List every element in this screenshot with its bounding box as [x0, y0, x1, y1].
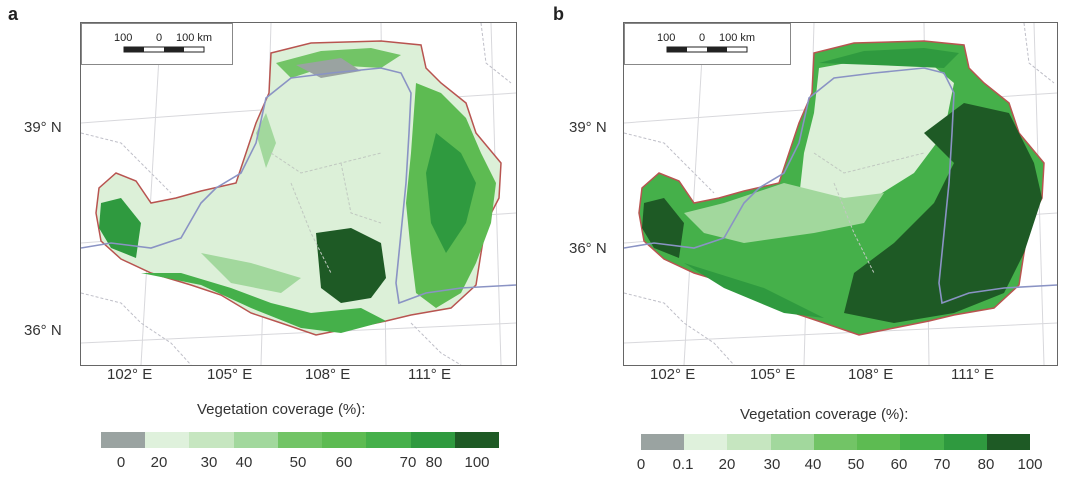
- lat-label-39-b: 39° N: [569, 119, 607, 136]
- panel-b-letter: b: [553, 4, 564, 24]
- legend-swatch: [189, 432, 234, 448]
- scale-right-label: 100 km: [719, 32, 756, 44]
- legend-tick-label: 70: [933, 456, 951, 473]
- panel-a-letter: a: [8, 4, 19, 24]
- legend-tick-label: 0: [116, 454, 126, 471]
- scale-bar-b: 100 0 100 km: [624, 23, 791, 65]
- map-a-svg: [81, 23, 516, 365]
- legend-swatch: [101, 432, 146, 448]
- legend-swatch: [900, 434, 944, 450]
- admin-boundaries-a: [81, 23, 512, 365]
- legend-tick-label: 0: [636, 456, 646, 473]
- legend-tick-label: 50: [847, 456, 865, 473]
- map-frame-b: 100 0 100 km: [623, 22, 1058, 366]
- legend-tick-label: 0.1: [672, 456, 694, 473]
- river-b: [624, 67, 1057, 305]
- lat-label-36-a: 36° N: [24, 322, 62, 339]
- lon-label-111-b: 111° E: [951, 366, 994, 383]
- legend-swatch: [986, 434, 1030, 450]
- legend-tick-label: 40: [235, 454, 253, 471]
- legend-tick-label: 30: [763, 456, 781, 473]
- lat-label-36-b: 36° N: [569, 240, 607, 257]
- legend-tick-label: 70: [399, 454, 417, 471]
- scale-bar-graphic: [666, 46, 748, 53]
- legend-tick-label: 100: [464, 454, 490, 471]
- inner-boundaries-a: [270, 152, 382, 274]
- lon-label-111-a: 111° E: [408, 366, 451, 383]
- lon-label-102-a: 102° E: [107, 366, 153, 383]
- lat-label-39-a: 39° N: [24, 119, 62, 136]
- lon-label-105-b: 105° E: [750, 366, 796, 383]
- scale-left-label: 100: [114, 32, 133, 44]
- legend-tick-label: 80: [977, 456, 995, 473]
- vegetation-patches-b: [642, 48, 1042, 323]
- legend-tick-label: 80: [425, 454, 443, 471]
- inner-boundaries-b: [813, 152, 925, 274]
- legend-tick-label: 60: [890, 456, 908, 473]
- legend-tick-label: 60: [335, 454, 353, 471]
- legend-swatch: [684, 434, 728, 450]
- legend-tick-label: 30: [200, 454, 218, 471]
- legend-swatch: [943, 434, 987, 450]
- legend-swatch: [454, 432, 499, 448]
- legend-swatch: [233, 432, 278, 448]
- legend-swatch: [813, 434, 858, 450]
- legend-title-b: Vegetation coverage (%):: [740, 406, 909, 423]
- legend-tick-label: 40: [804, 456, 822, 473]
- vegetation-patches-a: [99, 48, 496, 333]
- plateau-region-a: [95, 40, 502, 336]
- lon-label-102-b: 102° E: [650, 366, 696, 383]
- legend-tick-label: 20: [150, 454, 168, 471]
- legend-swatch: [727, 434, 771, 450]
- legend-swatch: [857, 434, 901, 450]
- legend-swatch: [641, 434, 685, 450]
- lon-label-108-a: 108° E: [305, 366, 351, 383]
- scale-left-label: 100: [657, 32, 676, 44]
- legend-title-a: Vegetation coverage (%):: [197, 401, 366, 418]
- admin-boundaries-b: [624, 23, 1055, 365]
- legend-bar-a: [101, 432, 499, 448]
- scale-right-label: 100 km: [176, 32, 213, 44]
- scale-bar-graphic: [123, 46, 205, 53]
- legend-tick-label: 50: [289, 454, 307, 471]
- river-a: [81, 67, 516, 305]
- lon-label-108-b: 108° E: [848, 366, 894, 383]
- legend-swatch: [145, 432, 190, 448]
- legend-tick-label: 20: [718, 456, 736, 473]
- scale-bar-a: 100 0 100 km: [81, 23, 233, 65]
- legend-swatch: [770, 434, 814, 450]
- legend-bar-b: [641, 434, 1030, 450]
- map-b-svg: [624, 23, 1057, 365]
- legend-swatch: [277, 432, 323, 448]
- legend-swatch: [410, 432, 455, 448]
- scale-mid-label: 0: [699, 32, 706, 44]
- scale-mid-label: 0: [156, 32, 163, 44]
- legend-tick-label: 100: [1017, 456, 1043, 473]
- map-frame-a: 100 0 100 km: [80, 22, 517, 366]
- legend-swatch: [366, 432, 411, 448]
- lon-label-105-a: 105° E: [207, 366, 253, 383]
- legend-swatch: [322, 432, 367, 448]
